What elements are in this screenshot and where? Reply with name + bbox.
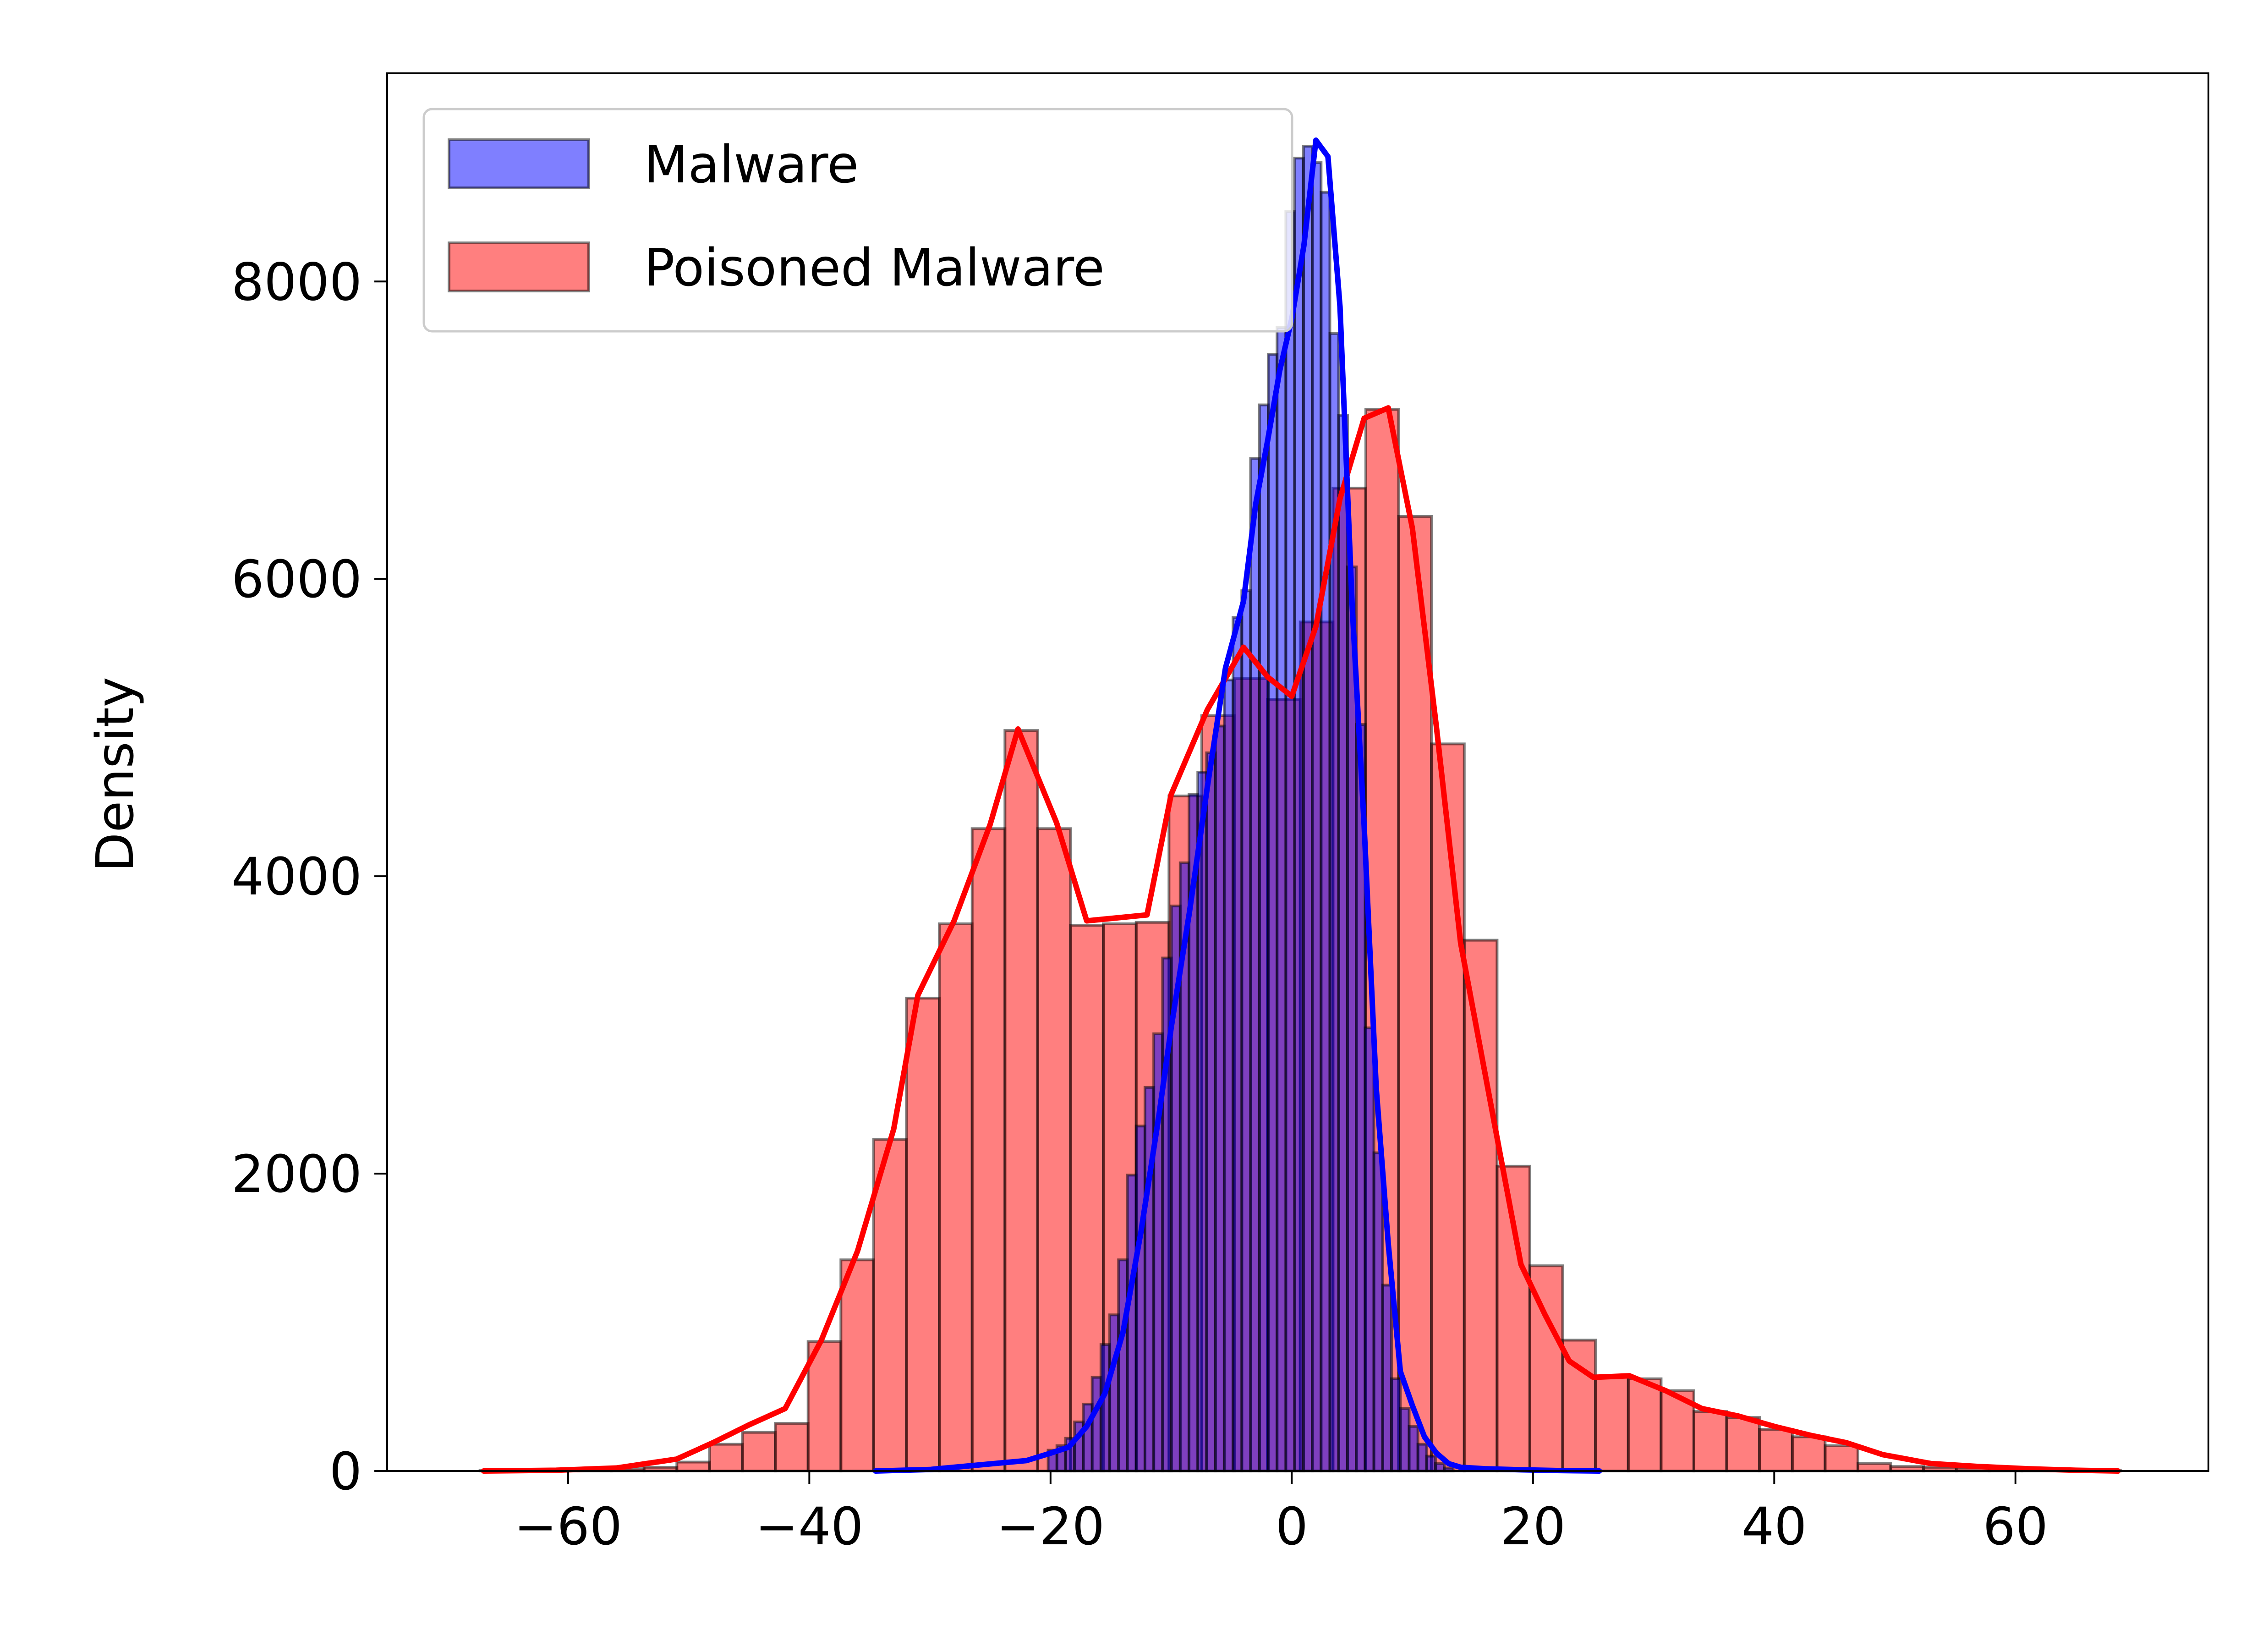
histogram-bar-poisoned-malware [1036,827,1072,1472]
histogram-bar-poisoned-malware [905,997,941,1472]
histogram-bar-poisoned-malware [1463,939,1499,1472]
histogram-bar-poisoned-malware [1594,1374,1630,1472]
legend-swatch-malware [448,138,590,189]
histogram-bar-poisoned-malware [1824,1444,1860,1472]
x-tick-label: 0 [1276,1497,1308,1557]
y-tick-label: 8000 [231,252,362,312]
kde-lines-layer [481,137,2121,1474]
histogram-bar-poisoned-malware [1791,1435,1827,1472]
legend-swatch-poisoned-malware [448,241,590,292]
histogram-bar-poisoned-malware [1857,1462,1892,1473]
y-axis: 0 2000 4000 6000 8000 [231,252,387,1502]
histogram-bar-poisoned-malware [970,827,1007,1472]
x-axis: −60 −40 −20 0 20 40 60 [514,1471,2048,1557]
kde-line-malware [873,137,1602,1474]
histogram-bar-poisoned-malware [1758,1428,1794,1472]
y-axis-label: Density [86,677,145,872]
kde-line-poisoned-malware [481,405,2121,1474]
x-tick-label: 60 [1983,1497,2049,1557]
histogram-bar-poisoned-malware [675,1460,711,1473]
histogram-bar-poisoned-malware [1692,1410,1728,1472]
bars-layer [478,144,2122,1473]
legend-label-malware: Malware [644,135,859,195]
histogram-bar-poisoned-malware [741,1431,777,1472]
x-tick-label: 40 [1742,1497,1807,1557]
y-tick-label: 4000 [231,847,362,907]
y-tick-label: 6000 [231,550,362,609]
plot-frame [386,72,2209,1472]
x-tick-label: −20 [997,1497,1105,1557]
histogram-bar-poisoned-malware [708,1443,744,1472]
histogram-bar-poisoned-malware [1430,742,1466,1472]
x-tick-label: −60 [514,1497,622,1557]
histogram-bar-poisoned-malware [774,1422,810,1472]
histogram-bar-poisoned-malware [1725,1416,1761,1472]
legend-box [422,108,1293,333]
legend-label-poisoned-malware: Poisoned Malware [644,238,1105,298]
histogram-bar-poisoned-malware [1003,729,1039,1472]
x-tick-label: −40 [755,1497,863,1557]
histogram-bar-poisoned-malware [1627,1377,1663,1473]
y-tick-label: 2000 [231,1145,362,1204]
y-tick-label: 0 [329,1442,362,1502]
histogram-bar-poisoned-malware [839,1258,875,1473]
x-tick-label: 20 [1501,1497,1566,1557]
histogram-bar-poisoned-malware [938,922,974,1472]
legend: Malware Poisoned Malware [422,108,1293,333]
